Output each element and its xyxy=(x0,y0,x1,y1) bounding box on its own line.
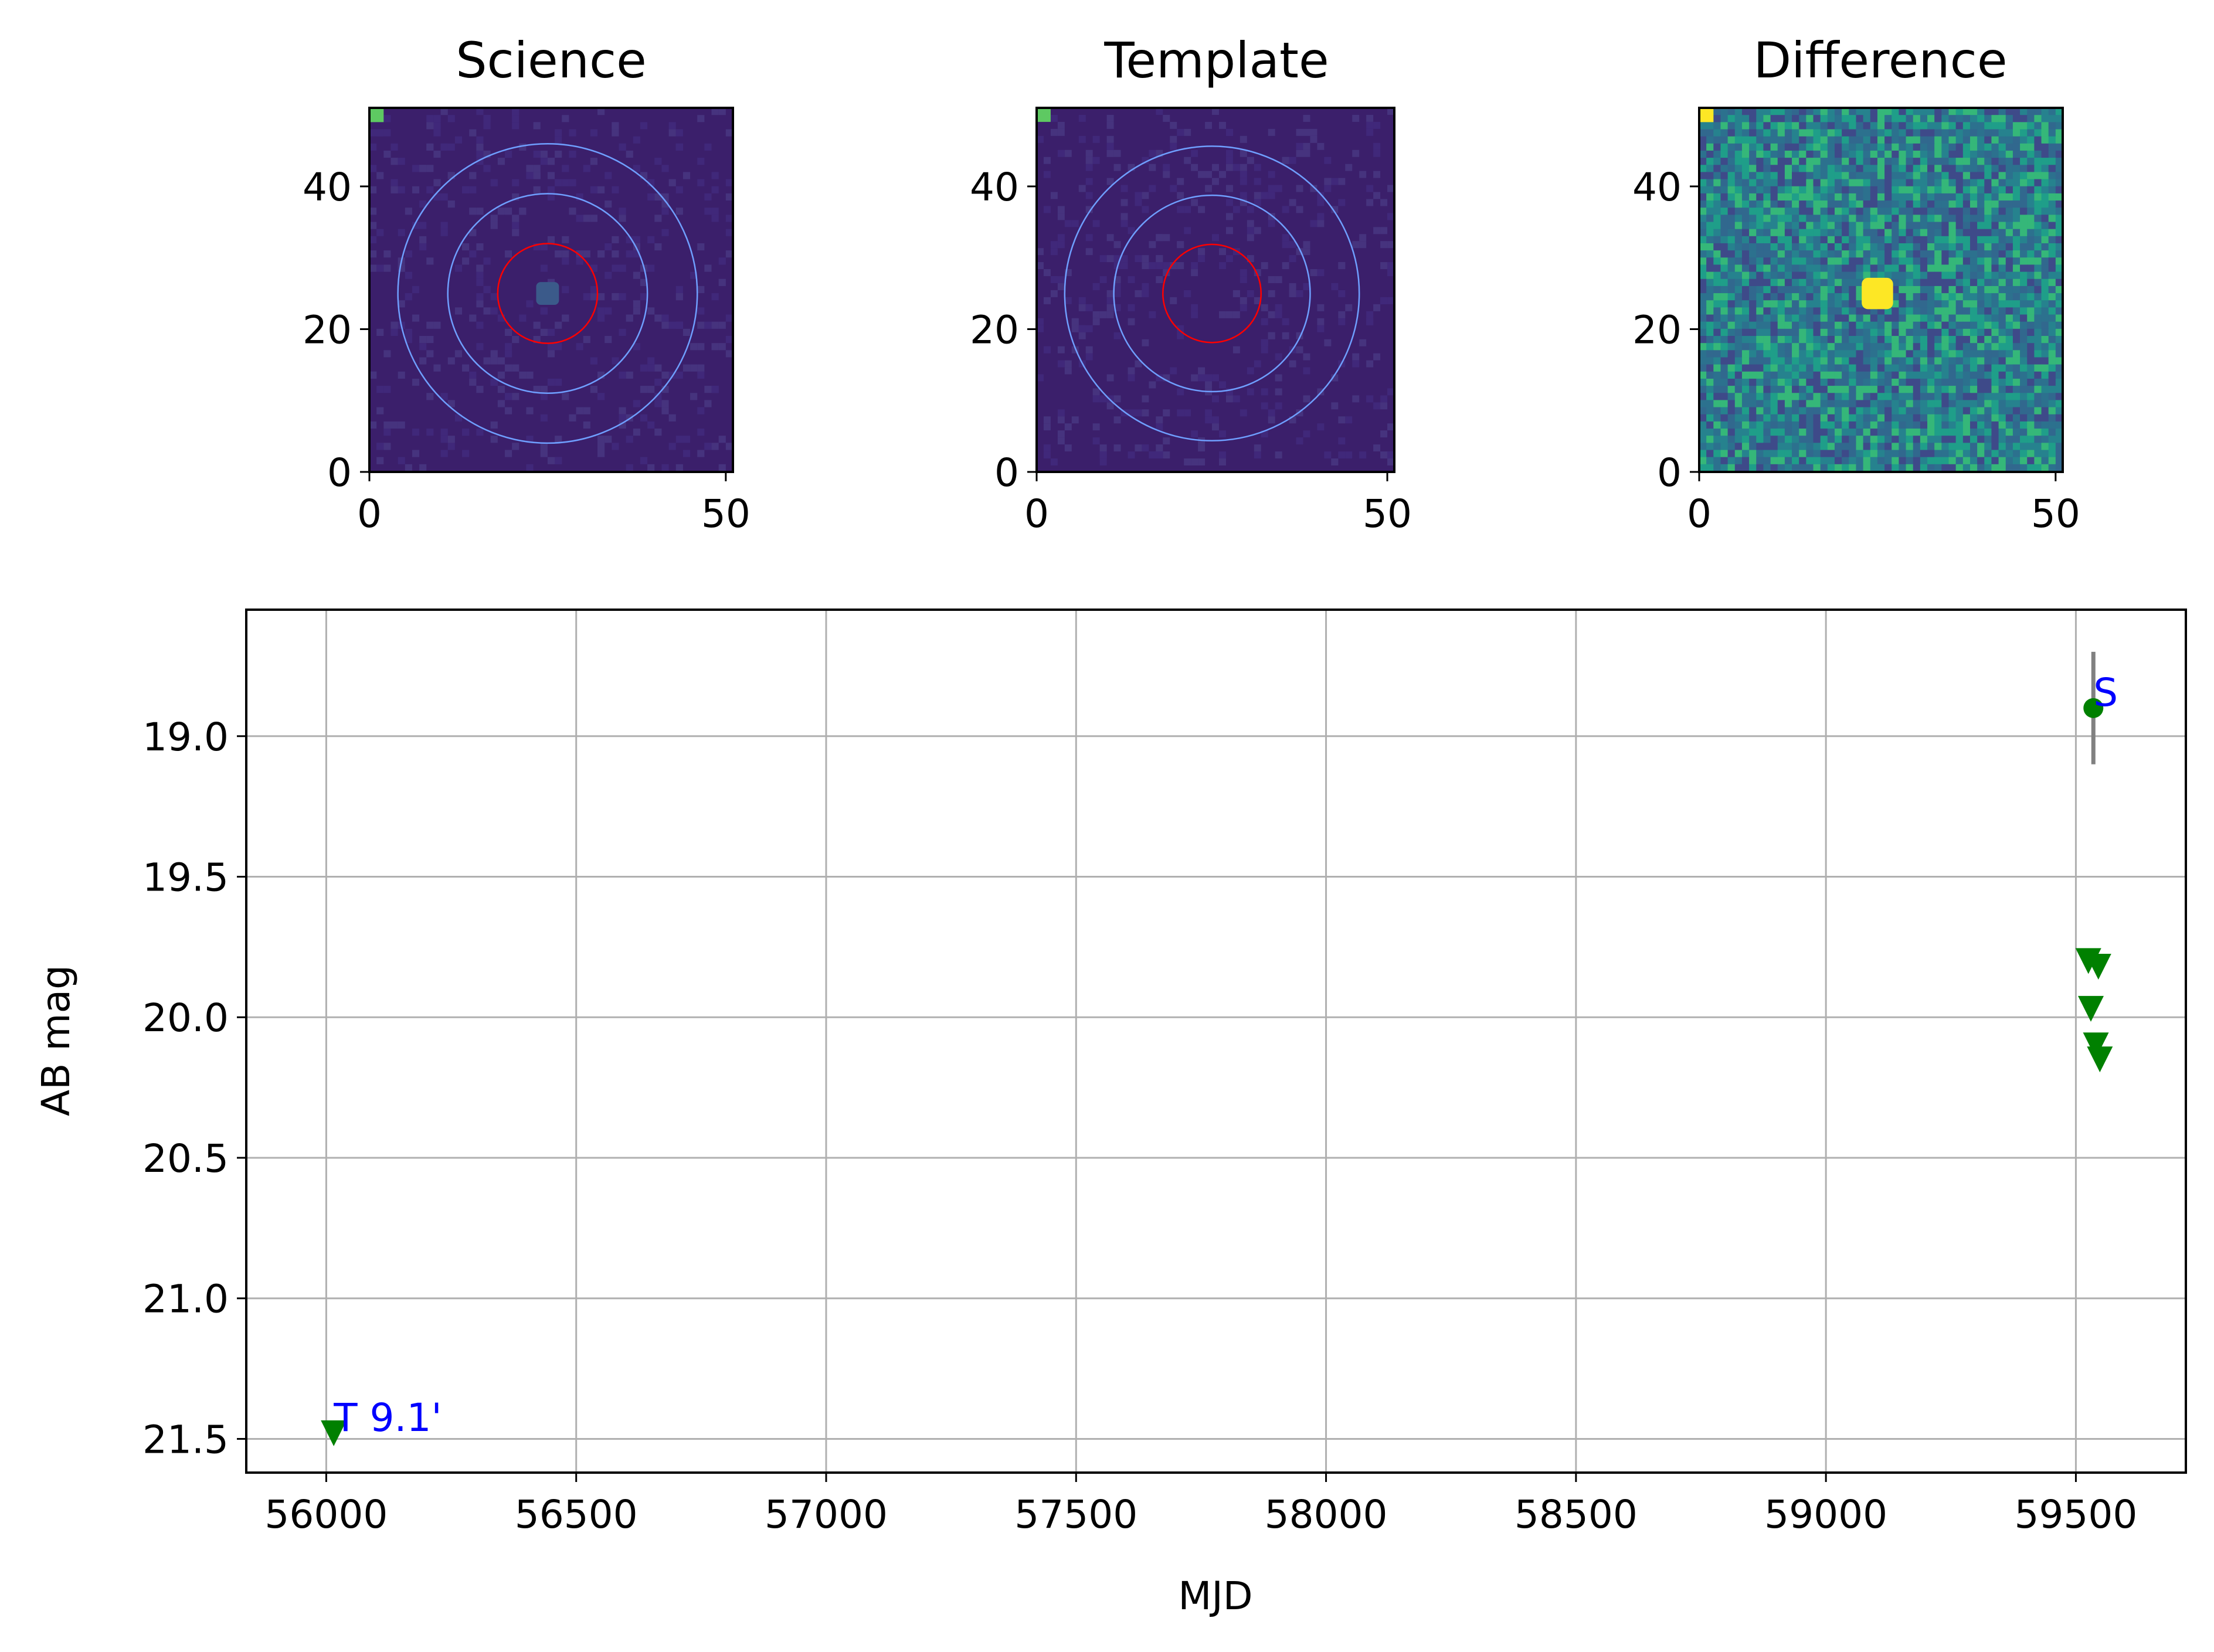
upper-limit-marker xyxy=(2078,995,2104,1022)
x-tick-label: 57500 xyxy=(1014,1492,1137,1537)
upper-limit-marker xyxy=(2085,953,2111,980)
x-tick-label: 0 xyxy=(357,491,382,536)
y-tick-label: 20.0 xyxy=(142,995,229,1041)
science-title: Science xyxy=(456,32,647,89)
x-tick-label: 59500 xyxy=(2014,1492,2137,1537)
x-tick-label: 0 xyxy=(1024,491,1049,536)
x-tick-label: 56500 xyxy=(515,1492,638,1537)
y-tick-label: 40 xyxy=(970,165,1019,210)
annulus-circle xyxy=(447,193,648,395)
y-tick-label: 19.5 xyxy=(142,855,229,900)
x-axis-label: MJD xyxy=(1178,1573,1252,1619)
x-tick-label: 57000 xyxy=(765,1492,888,1537)
x-tick-label: 50 xyxy=(2031,491,2080,536)
science-panel: Science 0 50 0 20 40 xyxy=(303,32,751,536)
source-blob xyxy=(1862,277,1893,310)
y-axis-label: AB mag xyxy=(33,965,79,1116)
upper-limit-marker xyxy=(2087,1046,2113,1073)
y-tick-label: 21.5 xyxy=(142,1417,229,1462)
x-tick-label: 50 xyxy=(1363,491,1412,536)
upper-limit-marker xyxy=(321,1420,347,1446)
difference-panel: Difference 0 50 0 20 40 xyxy=(1632,32,2080,536)
y-tick-label: 40 xyxy=(303,165,352,210)
source-blob xyxy=(536,282,559,305)
annulus-circle xyxy=(1064,145,1360,442)
x-tick-label: 56000 xyxy=(264,1492,388,1537)
corner-pixel xyxy=(1037,108,1051,122)
y-tick-label: 20 xyxy=(1632,307,1682,352)
light-curve-plot: MJD AB mag 56000 56500 57000 57500 58000 5850… xyxy=(33,609,2187,1619)
detection-marker xyxy=(2083,698,2104,718)
annulus-circle xyxy=(397,143,698,444)
aperture-circle xyxy=(1162,243,1262,344)
image-frame xyxy=(1035,107,1395,473)
difference-title: Difference xyxy=(1753,32,2007,89)
y-tick-label: 20 xyxy=(303,307,352,352)
corner-pixel xyxy=(369,108,384,123)
y-tick-label: 0 xyxy=(1657,450,1682,495)
template-panel: Template 0 50 0 20 40 xyxy=(970,32,1412,536)
x-tick-label: 58500 xyxy=(1515,1492,1638,1537)
annotation-label: S xyxy=(2093,670,2118,715)
x-tick-label: 0 xyxy=(1687,491,1712,536)
upper-limit-marker xyxy=(2083,1032,2109,1059)
x-tick-label: 59000 xyxy=(1764,1492,1887,1537)
image-frame xyxy=(368,107,734,473)
y-tick-label: 40 xyxy=(1632,165,1682,210)
y-tick-label: 0 xyxy=(327,450,352,495)
y-tick-label: 21.0 xyxy=(142,1277,229,1322)
plot-frame xyxy=(245,609,2187,1474)
y-tick-label: 20 xyxy=(970,307,1019,352)
annotation-label: T 9.1' xyxy=(333,1395,442,1440)
corner-pixel xyxy=(1699,108,1714,123)
y-tick-label: 0 xyxy=(994,450,1019,495)
y-tick-label: 20.5 xyxy=(142,1136,229,1181)
x-tick-label: 58000 xyxy=(1265,1492,1388,1537)
y-tick-label: 19.0 xyxy=(142,715,229,760)
template-title: Template xyxy=(1103,32,1329,89)
image-frame xyxy=(1698,107,2064,473)
annulus-circle xyxy=(1113,194,1311,393)
x-tick-label: 50 xyxy=(701,491,751,536)
aperture-circle xyxy=(497,243,599,344)
